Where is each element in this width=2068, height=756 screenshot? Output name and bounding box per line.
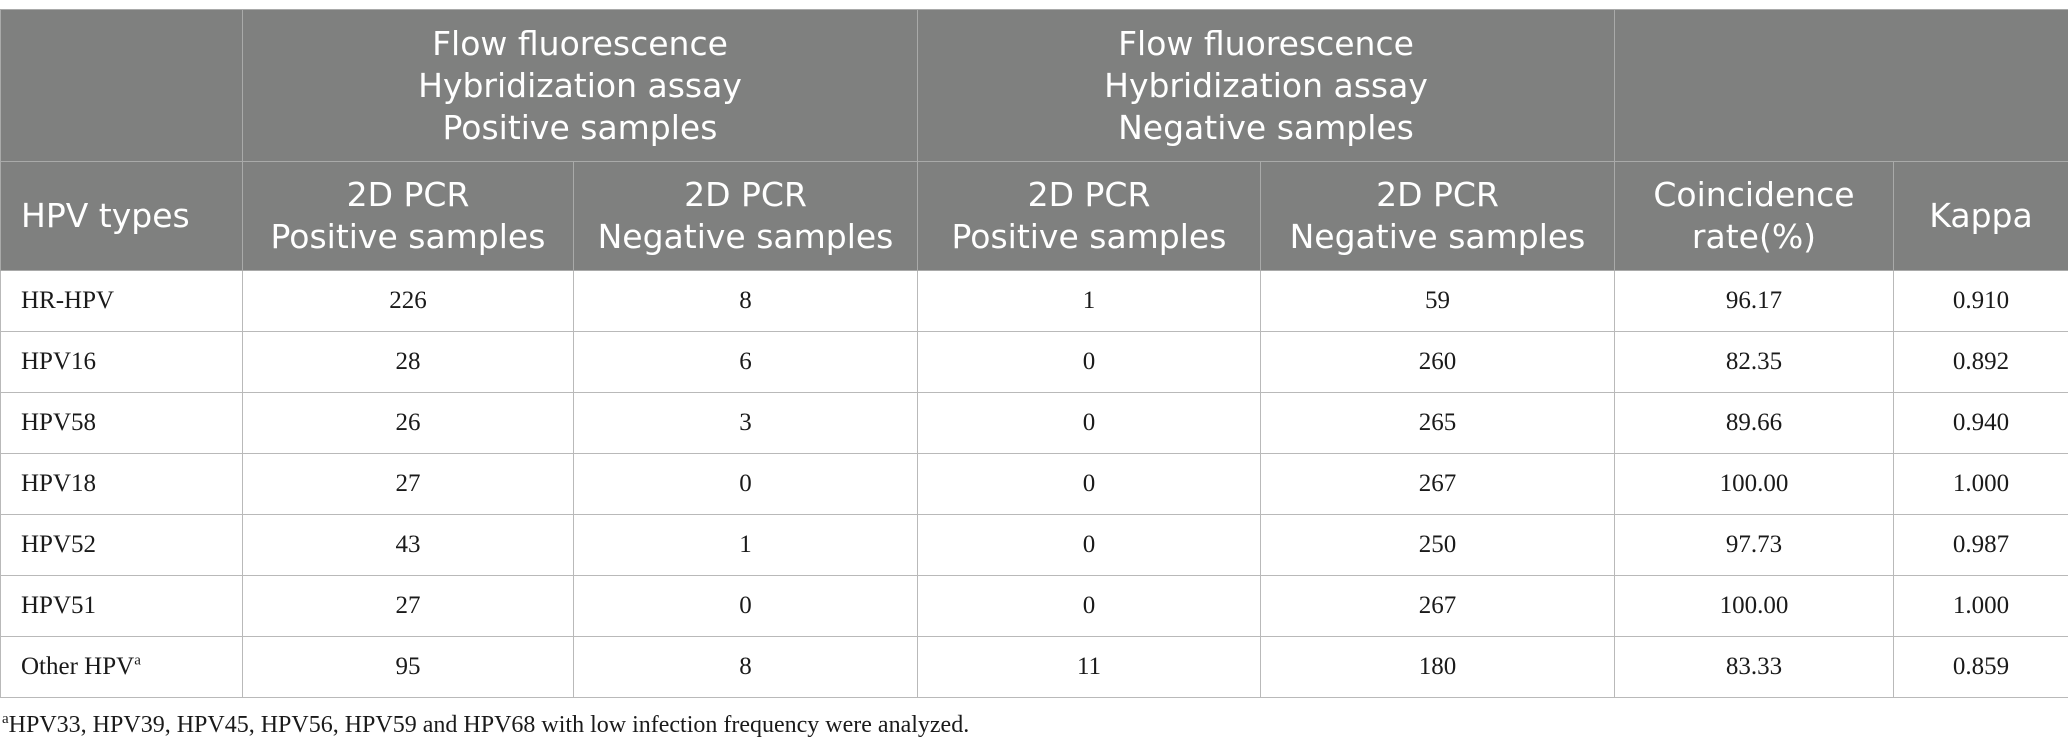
column-header-row: HPV types 2D PCR Positive samples 2D PCR… — [0, 161, 2068, 271]
table-row: HR-HPV 226 8 1 59 96.17 0.910 — [0, 270, 2068, 332]
data-cell: 11 — [917, 636, 1261, 698]
coincidence-rate-cell: 82.35 — [1614, 331, 1894, 393]
data-cell: 0 — [917, 514, 1261, 576]
data-cell: 0 — [917, 392, 1261, 454]
coincidence-rate-cell: 89.66 — [1614, 392, 1894, 454]
kappa-cell: 0.892 — [1893, 331, 2068, 393]
data-cell: 267 — [1260, 453, 1615, 515]
data-cell: 8 — [573, 270, 918, 332]
data-cell: 0 — [573, 453, 918, 515]
hpv-type-cell: HPV52 — [0, 514, 243, 576]
hpv-comparison-table: Flow fluorescence Hybridization assay Po… — [0, 9, 2068, 698]
col-header-pos-pcr-negative: 2D PCR Negative samples — [573, 161, 918, 271]
footnote-text: HPV33, HPV39, HPV45, HPV56, HPV59 and HP… — [8, 712, 970, 738]
table-row: HPV18 27 0 0 267 100.00 1.000 — [0, 453, 2068, 515]
data-cell: 0 — [917, 575, 1261, 637]
data-cell: 0 — [573, 575, 918, 637]
data-cell: 0 — [917, 331, 1261, 393]
data-cell: 265 — [1260, 392, 1615, 454]
col-header-neg-pcr-positive: 2D PCR Positive samples — [917, 161, 1261, 271]
empty-header-cell — [1614, 9, 2068, 162]
coincidence-rate-cell: 96.17 — [1614, 270, 1894, 332]
data-cell: 8 — [573, 636, 918, 698]
hpv-type-cell: HR-HPV — [0, 270, 243, 332]
col-header-kappa: Kappa — [1893, 161, 2068, 271]
hpv-type-cell: HPV18 — [0, 453, 243, 515]
data-cell: 28 — [242, 331, 574, 393]
table-row: HPV58 26 3 0 265 89.66 0.940 — [0, 392, 2068, 454]
col-header-coincidence-rate: Coincidence rate(%) — [1614, 161, 1894, 271]
table-row: Other HPVa 95 8 11 180 83.33 0.859 — [0, 636, 2068, 698]
data-cell: 180 — [1260, 636, 1615, 698]
data-cell: 43 — [242, 514, 574, 576]
footnote-marker: a — [2, 711, 9, 727]
data-cell: 27 — [242, 453, 574, 515]
table-row: HPV51 27 0 0 267 100.00 1.000 — [0, 575, 2068, 637]
kappa-cell: 0.987 — [1893, 514, 2068, 576]
data-cell: 26 — [242, 392, 574, 454]
data-cell: 0 — [917, 453, 1261, 515]
data-cell: 6 — [573, 331, 918, 393]
coincidence-rate-cell: 100.00 — [1614, 453, 1894, 515]
col-header-hpv-types: HPV types — [0, 161, 243, 271]
coincidence-rate-cell: 100.00 — [1614, 575, 1894, 637]
kappa-cell: 1.000 — [1893, 575, 2068, 637]
table-row: HPV52 43 1 0 250 97.73 0.987 — [0, 514, 2068, 576]
data-cell: 1 — [917, 270, 1261, 332]
data-cell: 260 — [1260, 331, 1615, 393]
table-row: HPV16 28 6 0 260 82.35 0.892 — [0, 331, 2068, 393]
hpv-type-cell: Other HPVa — [0, 636, 243, 698]
group-header-row: Flow fluorescence Hybridization assay Po… — [0, 9, 2068, 162]
data-cell: 27 — [242, 575, 574, 637]
coincidence-rate-cell: 97.73 — [1614, 514, 1894, 576]
empty-header-cell — [0, 9, 243, 162]
group-header-negative: Flow fluorescence Hybridization assay Ne… — [917, 9, 1615, 162]
data-cell: 3 — [573, 392, 918, 454]
kappa-cell: 1.000 — [1893, 453, 2068, 515]
col-header-pos-pcr-positive: 2D PCR Positive samples — [242, 161, 574, 271]
data-cell: 95 — [242, 636, 574, 698]
hpv-type-cell: HPV51 — [0, 575, 243, 637]
table-footnote: aHPV33, HPV39, HPV45, HPV56, HPV59 and H… — [2, 712, 969, 739]
footnote-marker: a — [134, 652, 141, 669]
data-cell: 1 — [573, 514, 918, 576]
col-header-neg-pcr-negative: 2D PCR Negative samples — [1260, 161, 1615, 271]
hpv-type-cell: HPV58 — [0, 392, 243, 454]
kappa-cell: 0.859 — [1893, 636, 2068, 698]
hpv-type-cell: HPV16 — [0, 331, 243, 393]
coincidence-rate-cell: 83.33 — [1614, 636, 1894, 698]
kappa-cell: 0.910 — [1893, 270, 2068, 332]
data-cell: 226 — [242, 270, 574, 332]
data-cell: 267 — [1260, 575, 1615, 637]
data-cell: 250 — [1260, 514, 1615, 576]
data-cell: 59 — [1260, 270, 1615, 332]
kappa-cell: 0.940 — [1893, 392, 2068, 454]
group-header-positive: Flow fluorescence Hybridization assay Po… — [242, 9, 918, 162]
